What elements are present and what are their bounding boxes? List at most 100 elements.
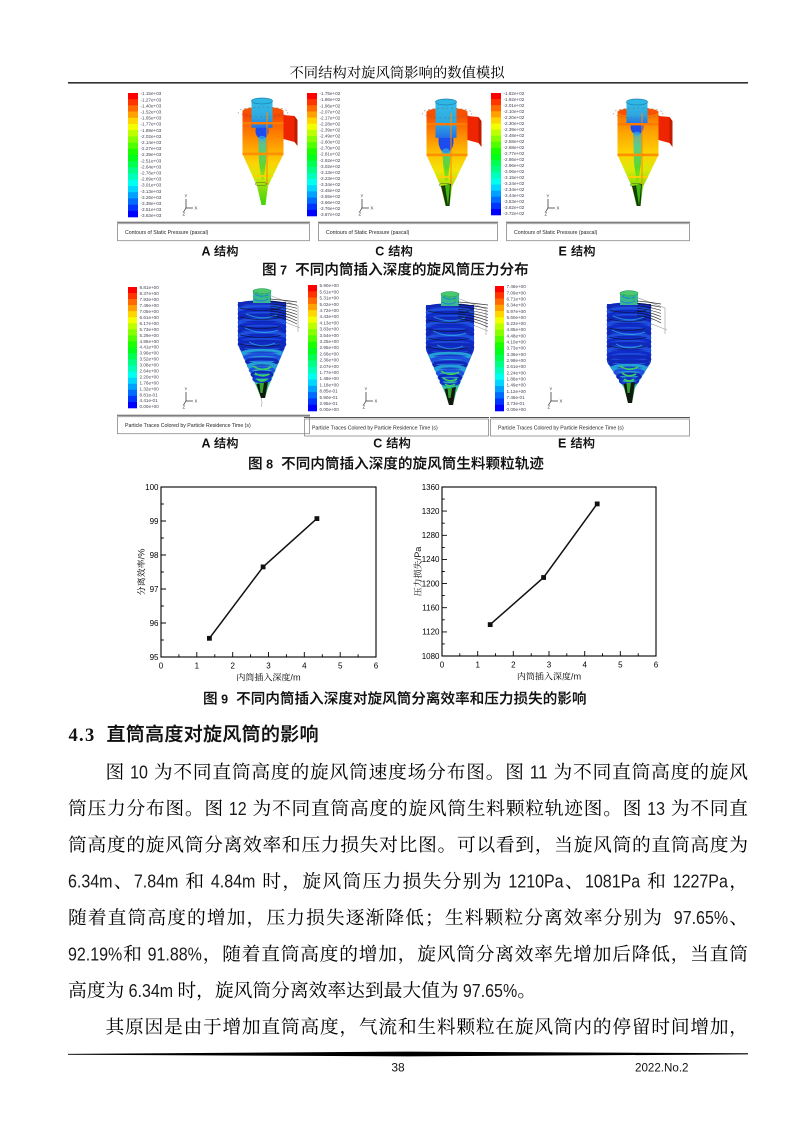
svg-text:1360: 1360 [422,483,440,492]
svg-text:3.83e+00: 3.83e+00 [320,327,340,332]
svg-text:-2.68e+02: -2.68e+02 [504,145,525,150]
svg-text:-3.38e+03: -3.38e+03 [141,201,162,206]
svg-text:-2.49e+02: -2.49e+02 [320,134,341,139]
svg-text:-3.76e+02: -3.76e+02 [320,206,341,211]
svg-text:-3.63e+03: -3.63e+03 [141,213,162,218]
svg-text:4.3: 4.3 [69,726,96,746]
svg-text:5.73e+00: 5.73e+00 [140,327,160,332]
svg-text:5.31e+00: 5.31e+00 [320,296,340,301]
svg-text:-1.27e+03: -1.27e+03 [141,97,162,102]
svg-text:-1.89e+03: -1.89e+03 [141,128,162,133]
svg-text:-1.15e+03: -1.15e+03 [141,91,162,96]
svg-text:-2.10e+02: -2.10e+02 [504,109,525,114]
svg-text:1200: 1200 [422,579,440,588]
svg-text:-3.87e+02: -3.87e+02 [320,212,341,217]
svg-text:-1.86e+02: -1.86e+02 [320,97,341,102]
svg-text:/: / [137,556,147,559]
svg-text:1: 1 [475,661,480,670]
svg-text:5: 5 [338,662,343,671]
svg-text:3.73e+00: 3.73e+00 [507,346,527,351]
svg-text:5.90e-01: 5.90e-01 [320,395,339,400]
svg-text:3.08e+00: 3.08e+00 [140,363,160,368]
svg-text:2: 2 [511,661,516,670]
svg-text:-2.02e+03: -2.02e+03 [141,134,162,139]
svg-text:92.19%: 92.19% [68,944,122,964]
svg-text:-2.39e+02: -2.39e+02 [504,127,525,132]
svg-text:-3.53e+02: -3.53e+02 [504,199,525,204]
svg-text:6: 6 [374,662,379,671]
svg-text:97.65%: 97.65% [674,908,728,928]
svg-text:6.61e+00: 6.61e+00 [140,315,160,320]
svg-text:8: 8 [266,458,273,472]
svg-text:1160: 1160 [422,604,440,613]
svg-text:Particle Traces Colored by Par: Particle Traces Colored by Particle Resi… [125,423,251,429]
svg-text:1: 1 [195,662,200,671]
svg-text:Particle Traces Colored by Par: Particle Traces Colored by Particle Resi… [312,426,438,432]
svg-text:-1.82e+02: -1.82e+02 [504,91,525,96]
svg-text:Y: Y [365,387,368,392]
svg-text:96: 96 [150,619,159,628]
svg-text:3.54e+00: 3.54e+00 [320,333,340,338]
svg-text:7.05e+00: 7.05e+00 [140,309,160,314]
svg-text:X: X [195,399,198,404]
svg-text:97.65%: 97.65% [463,981,517,1001]
svg-text:-2.14e+03: -2.14e+03 [141,140,162,145]
svg-text:1.86e+00: 1.86e+00 [507,376,527,381]
svg-text:Y: Y [547,194,550,199]
svg-text:6: 6 [654,661,659,670]
svg-text:-2.89e+03: -2.89e+03 [141,177,162,182]
svg-text:-3.01e+03: -3.01e+03 [141,183,162,188]
svg-text:2.61e+00: 2.61e+00 [507,364,527,369]
svg-text:Particle Traces Colored by Par: Particle Traces Colored by Particle Resi… [498,426,624,432]
svg-text:-2.51e+03: -2.51e+03 [141,158,162,163]
svg-text:1280: 1280 [422,531,440,540]
svg-text:-3.66e+02: -3.66e+02 [320,200,341,205]
svg-text:1.77e+00: 1.77e+00 [320,370,340,375]
svg-text:4.41e-01: 4.41e-01 [140,398,159,403]
svg-text:1.12e+00: 1.12e+00 [507,389,527,394]
svg-text:3.25e+00: 3.25e+00 [320,339,340,344]
svg-text:-1.96e+02: -1.96e+02 [320,103,341,108]
svg-text:1.76e+00: 1.76e+00 [140,380,160,385]
svg-text:1.48e+00: 1.48e+00 [320,376,340,381]
svg-text:0.00e+00: 0.00e+00 [320,407,340,412]
svg-text:98: 98 [150,551,159,560]
svg-text:-2.86e+02: -2.86e+02 [504,157,525,162]
svg-text:0.00e+00: 0.00e+00 [140,404,160,409]
svg-text:2.95e-01: 2.95e-01 [320,401,339,406]
svg-text:-2.58e+02: -2.58e+02 [504,139,525,144]
svg-text:2.66e+00: 2.66e+00 [320,351,340,356]
svg-text:6.34e+00: 6.34e+00 [507,303,527,308]
svg-text:0: 0 [159,662,164,671]
svg-text:1210Pa: 1210Pa [508,872,564,892]
svg-text:-3.55e+02: -3.55e+02 [320,194,341,199]
svg-text:Y: Y [361,194,364,199]
svg-text:-3.34e+02: -3.34e+02 [320,182,341,187]
svg-text:Z: Z [548,405,551,410]
svg-text:-3.23e+02: -3.23e+02 [320,176,341,181]
svg-text:1320: 1320 [422,507,440,516]
svg-text:Contours of Static Pressure (p: Contours of Static Pressure (pascal) [125,230,209,236]
svg-text:-3.13e+03: -3.13e+03 [141,189,162,194]
svg-text:7.46e+00: 7.46e+00 [507,284,527,289]
svg-text:3.36e+00: 3.36e+00 [507,352,527,357]
svg-text:X: X [195,206,198,211]
svg-text:-2.07e+02: -2.07e+02 [320,109,341,114]
svg-text:A: A [202,245,211,259]
svg-text:Contours of Static Pressure (p: Contours of Static Pressure (pascal) [326,230,410,236]
svg-text:C: C [373,437,382,451]
svg-text:7.09e+00: 7.09e+00 [507,290,527,295]
svg-text:-3.13e+02: -3.13e+02 [320,170,341,175]
svg-text:2.24e+00: 2.24e+00 [507,370,527,375]
svg-text:97: 97 [150,585,159,594]
svg-text:-2.39e+03: -2.39e+03 [141,152,162,157]
svg-text:/m: /m [571,672,582,682]
svg-text:100: 100 [145,483,159,492]
svg-text:Z: Z [183,212,186,217]
svg-text:1120: 1120 [422,628,440,637]
svg-text:X: X [557,206,560,211]
svg-text:9: 9 [221,693,228,707]
svg-text:E: E [558,437,566,451]
svg-text:-2.20e+02: -2.20e+02 [504,115,525,120]
svg-text:91.88%: 91.88% [148,944,202,964]
